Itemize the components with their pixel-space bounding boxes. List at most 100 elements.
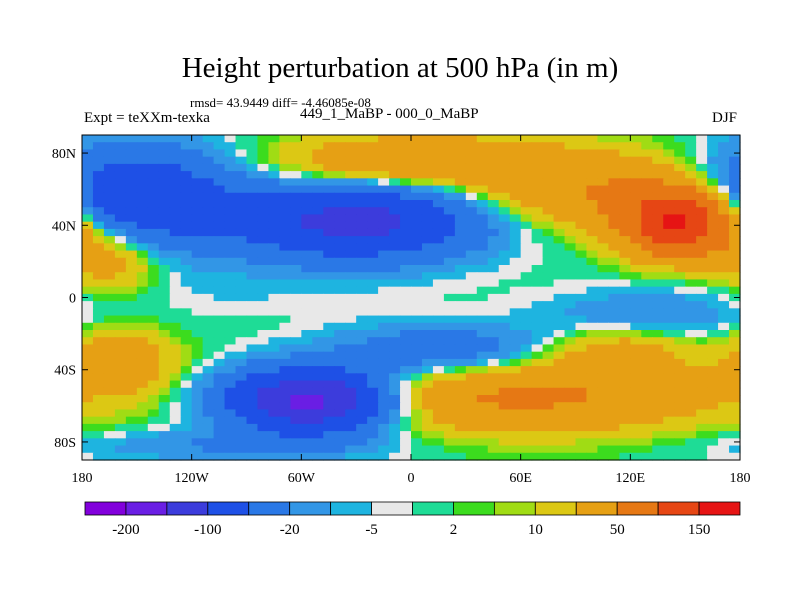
field-cell [389,409,401,418]
field-cell [290,344,302,353]
field-cell [674,423,686,432]
field-cell [312,286,324,295]
field-cell [608,228,620,237]
field-cell [652,149,664,158]
field-cell [268,351,280,360]
field-cell [345,214,357,223]
field-cell [630,308,642,317]
field-cell [707,293,719,302]
field-cell [509,214,522,223]
field-cell [476,214,489,223]
field-cell [597,423,609,432]
field-cell [619,452,631,461]
field-cell [213,344,226,353]
field-cell [564,366,577,374]
field-cell [158,445,171,454]
field-cell [323,301,335,309]
field-cell [564,409,577,418]
field-cell [586,135,599,143]
field-cell [608,358,620,367]
field-cell [652,207,664,216]
field-cell [663,358,675,367]
field-cell [356,149,368,158]
field-cell [498,337,511,346]
field-cell [224,409,237,418]
field-cell [520,135,533,143]
field-cell [718,366,730,374]
field-cell [630,286,642,295]
field-cell [564,387,577,396]
field-cell [652,301,664,309]
field-cell [312,192,324,201]
field-cell [729,308,741,317]
field-cell [443,438,456,447]
field-cell [103,373,116,382]
field-cell [147,315,160,324]
field-cell [619,344,631,353]
colorbar-box [125,501,168,516]
field-cell [191,156,204,165]
field-cell [564,344,577,353]
field-cell [290,423,302,432]
field-cell [509,452,522,461]
field-cell [378,330,390,338]
field-cell [652,431,664,439]
field-cell [323,228,335,237]
field-cell [432,380,445,389]
field-cell [103,178,116,187]
field-cell [487,221,500,230]
field-cell [103,344,116,353]
field-cell [718,214,730,223]
field-cell [103,315,116,324]
field-cell [169,257,182,266]
field-cell [180,185,193,194]
field-cell [103,395,116,403]
field-cell [476,149,489,158]
field-cell [323,265,335,273]
field-cell [279,293,291,302]
field-cell [520,178,533,187]
field-cell [114,135,127,143]
field-cell [92,315,105,324]
field-cell [443,156,456,165]
field-cell [487,402,500,411]
field-cell [147,257,160,266]
field-cell [421,387,434,396]
field-cell [367,293,379,302]
field-cell [334,185,346,194]
field-cell [114,395,127,403]
field-cell [400,330,412,338]
field-cell [235,163,248,172]
field-cell [158,423,171,432]
field-cell [520,185,533,194]
field-cell [191,301,204,309]
field-cell [498,452,511,461]
field-cell [564,416,577,425]
field-cell [367,395,379,403]
field-cell [619,373,631,382]
field-cell [389,438,401,447]
field-cell [323,351,335,360]
field-cell [411,185,423,194]
field-cell [454,445,467,454]
field-cell [191,214,204,223]
field-cell [707,344,719,353]
field-cell [586,301,599,309]
field-cell [696,156,708,165]
field-cell [454,431,467,439]
field-cell [202,228,215,237]
field-cell [509,149,522,158]
field-cell [608,192,620,201]
field-cell [696,228,708,237]
field-cell [301,142,313,151]
field-cell [729,135,741,143]
field-cell [92,445,105,454]
field-cell [696,207,708,216]
field-cell [487,250,500,259]
field-cell [411,171,423,179]
field-cell [356,286,368,295]
field-cell [597,221,609,230]
field-cell [92,142,105,151]
field-cell [345,366,357,374]
field-cell [400,185,412,194]
